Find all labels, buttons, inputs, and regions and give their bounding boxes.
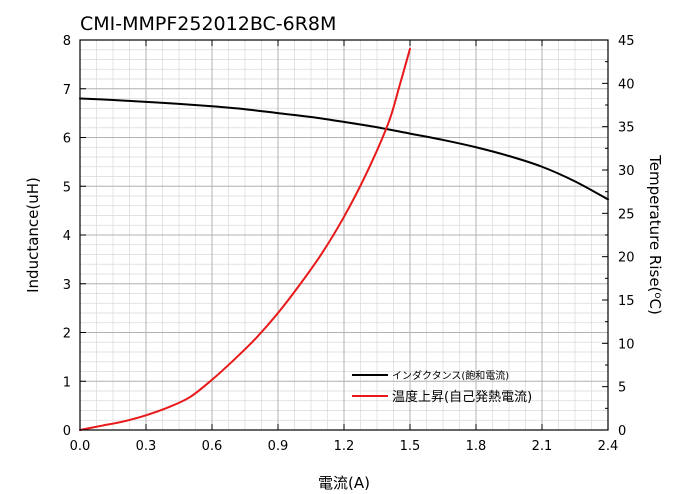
y-tick-label: 1 (63, 375, 71, 390)
y2-tick-label: 20 (618, 251, 635, 266)
plot-grid (79, 39, 609, 431)
y2-axis-label-main: Temperature Rise( (646, 154, 664, 292)
y2-tick-label: 45 (618, 34, 635, 49)
x-tick-label: 1.5 (400, 439, 421, 454)
axis-ticks: 0.0 0.3 0.6 0.9 1.2 1.5 1.8 2.1 2.40123456780510… (63, 34, 635, 454)
y2-axis-label-degree: o (652, 292, 663, 298)
x-tick-label: 0.6 (202, 439, 223, 454)
x-tick-label: 1.8 (466, 439, 487, 454)
x-tick-label: 0.0 (70, 439, 91, 454)
y-tick-label: 7 (63, 83, 71, 98)
x-tick-label: 2.1 (532, 439, 553, 454)
y2-tick-label: 15 (618, 294, 635, 309)
legend: インダクタンス(飽和電流) 温度上昇(自己発熱電流) (352, 369, 532, 405)
x-tick-label: 0.3 (136, 439, 157, 454)
y-tick-label: 4 (63, 229, 71, 244)
x-tick-label: 0.9 (268, 439, 289, 454)
y2-tick-label: 35 (618, 121, 635, 136)
y-axis-label: Inductance(uH) (24, 177, 42, 293)
y2-tick-label: 0 (618, 424, 626, 439)
series-line-temperature (79, 47, 411, 431)
x-tick-label: 1.2 (334, 439, 355, 454)
y2-tick-label: 10 (618, 337, 635, 352)
y-tick-label: 2 (63, 327, 71, 342)
series-layer (79, 47, 609, 431)
legend-label-temperature: 温度上昇(自己発熱電流) (392, 389, 532, 405)
y2-tick-label: 40 (618, 77, 635, 92)
y-tick-label: 0 (63, 424, 71, 439)
y2-tick-label: 5 (618, 381, 626, 396)
y-tick-label: 3 (63, 278, 71, 293)
y-tick-label: 8 (63, 34, 71, 49)
y2-tick-label: 30 (618, 164, 635, 179)
y2-axis-label-unit: C) (646, 299, 664, 315)
y-tick-label: 5 (63, 180, 71, 195)
x-axis-label: 電流(A) (318, 474, 370, 492)
x-tick-label: 2.4 (598, 439, 619, 454)
chart-title: CMI-MMPF252012BC-6R8M (80, 13, 336, 35)
y-tick-label: 6 (63, 132, 71, 147)
y2-axis-label: Temperature Rise(oC) (646, 154, 664, 315)
series-line-inductance (79, 97, 609, 201)
y2-tick-label: 25 (618, 207, 635, 222)
legend-label-inductance: インダクタンス(飽和電流) (392, 369, 509, 382)
